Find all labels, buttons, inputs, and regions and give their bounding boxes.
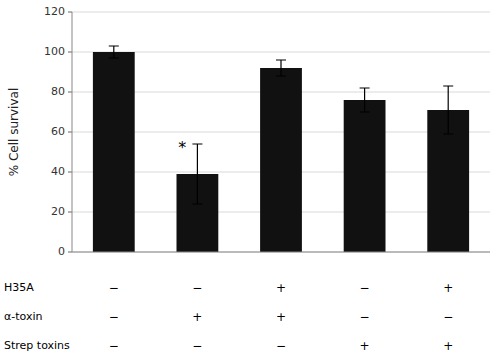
x-axis <box>72 252 490 253</box>
y-axis <box>72 12 73 252</box>
y-tick <box>68 132 72 133</box>
row-sign: − <box>192 281 202 295</box>
annotation: * <box>178 138 186 157</box>
y-tick-label: 40 <box>51 165 65 178</box>
row-sign: − <box>109 339 119 353</box>
grid-line <box>72 252 490 253</box>
row-sign: + <box>276 281 286 295</box>
y-tick <box>68 212 72 213</box>
bar <box>260 68 302 252</box>
row-sign: + <box>276 310 286 324</box>
row-sign: + <box>192 310 202 324</box>
row-sign: − <box>276 339 286 353</box>
y-tick-label: 20 <box>51 205 65 218</box>
row-sign: − <box>109 281 119 295</box>
y-tick <box>68 172 72 173</box>
row-sign: + <box>360 339 370 353</box>
row-sign: − <box>443 310 453 324</box>
y-tick-label: 100 <box>44 45 65 58</box>
row-sign: − <box>360 281 370 295</box>
row-sign: − <box>360 310 370 324</box>
row-label: H35A <box>4 281 34 294</box>
y-axis-label: % Cell survival <box>7 88 21 176</box>
bar <box>344 100 386 252</box>
y-tick <box>68 12 72 13</box>
row-sign: + <box>443 339 453 353</box>
row-sign: + <box>443 281 453 295</box>
error-bar <box>192 144 202 204</box>
row-label: Strep toxins <box>4 339 70 352</box>
error-bar <box>276 60 286 76</box>
row-label: α-toxin <box>4 310 42 323</box>
bars <box>93 46 469 252</box>
y-tick-label: 80 <box>51 85 65 98</box>
y-tick <box>68 52 72 53</box>
row-sign: − <box>192 339 202 353</box>
y-tick-label: 0 <box>58 245 65 258</box>
grid-line <box>72 12 490 13</box>
error-bar <box>360 88 370 112</box>
row-sign: − <box>109 310 119 324</box>
chart: 0 20 40 60 80 100 120 * % Cell survival H35A − − + − +… <box>0 0 500 364</box>
y-tick <box>68 92 72 93</box>
y-tick-label: 120 <box>44 5 65 18</box>
y-tick-label: 60 <box>51 125 65 138</box>
y-tick <box>68 252 72 253</box>
bar <box>93 52 135 252</box>
error-bar <box>109 46 119 58</box>
error-bar <box>443 86 453 134</box>
